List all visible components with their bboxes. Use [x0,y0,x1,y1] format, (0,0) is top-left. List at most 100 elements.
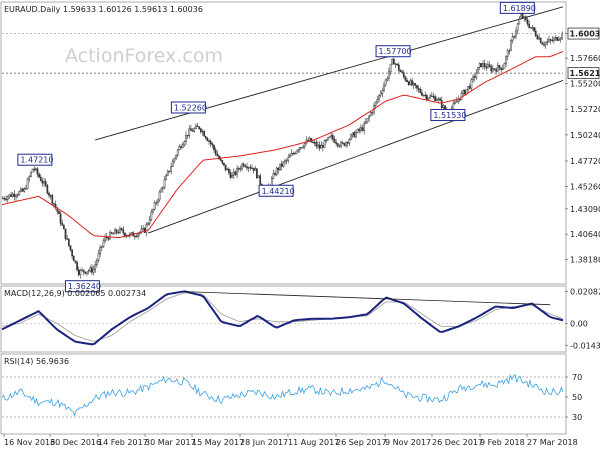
candle-body [355,132,357,138]
annotation-box [17,153,53,166]
macd-header-text: MACD(12,26,9) 0.002065 0.002734 [4,289,146,298]
candle-body [133,235,136,238]
macd-layer [1,290,564,346]
candle-body [473,76,476,78]
candle-body [119,228,121,233]
candle-body [130,232,133,235]
rsi-line [1,373,564,417]
candle-body [454,101,456,105]
candle-body [378,95,380,100]
candle-body [394,63,397,65]
annotation-box [64,280,100,293]
candle-body [477,66,479,74]
candle-body [340,142,342,147]
candle-body [495,69,498,72]
macd-tick-label: 0.00 [570,319,588,328]
candle-body [558,39,560,41]
candle-body [417,87,420,90]
candle-body [61,222,64,226]
candle-body [294,153,296,155]
candle-body [173,157,176,162]
candle-body [100,245,103,248]
candle-body [272,173,275,179]
candle-body [87,270,90,273]
candle-body [99,247,102,254]
candle-body [559,37,562,40]
moving-average-line [1,51,564,238]
candle-body [237,167,240,170]
candle-body [371,111,374,114]
candle-body [122,229,125,234]
candle-body [388,71,390,79]
candle-body [312,141,314,144]
candle-body [170,166,172,172]
candle-body [290,152,293,156]
channel-lower-line [148,80,564,234]
candle-body [178,146,181,151]
candle-body [531,27,534,29]
candle-body [493,68,496,70]
candle-body [81,269,83,272]
candle-body [43,181,45,184]
candle-body [213,145,215,150]
x-tick-label: 26 Sep 2017 [336,438,387,447]
candle-body [3,197,6,200]
current-price-label: 1.60036 [570,30,600,39]
candle-body [399,70,402,73]
candle-body [195,125,197,129]
candle-body [226,168,229,171]
candle-body [426,95,428,100]
candle-body [74,260,77,263]
candle-body [434,96,436,101]
candle-body [188,128,191,136]
candle-body [341,142,344,144]
candle-body [249,167,252,169]
price-tick-label: 1.45260 [570,182,600,191]
candle-body [109,232,111,240]
candle-body [506,50,509,57]
candle-body [246,166,248,169]
candle-body [69,245,72,251]
annotation-label: 1.36240 [68,282,101,291]
macd-tick-label: 0.020827 [570,288,600,297]
candle-body [190,128,192,131]
annotation-box [375,45,411,58]
price-tick-label: 1.57660 [570,54,600,63]
annotation-label: 1.51530 [433,111,466,120]
candle-body [279,163,281,171]
candle-body [33,168,36,171]
candle-body [526,19,529,25]
candle-body [518,18,521,25]
candle-body [166,170,169,176]
candle-body [323,140,326,148]
price-tick-label: 1.50240 [570,131,600,140]
candle-body [381,90,384,94]
candle-body [409,80,412,85]
price-level-box [567,67,600,80]
current-price-box [567,27,600,40]
candle-body [153,202,156,210]
candle-body [536,35,539,40]
rsi-tick-label: 30 [572,413,582,422]
candle-body [67,238,70,246]
candle-body [345,142,347,146]
rsi-layer [1,373,564,418]
candle-body [452,103,455,110]
candle-body [30,171,32,177]
candle-body [21,188,24,192]
candle-body [259,175,262,185]
candle-body [137,233,139,237]
candle-body [424,94,427,97]
candle-body [470,79,473,89]
annotation-label: 1.57700 [379,47,412,56]
candle-body [223,162,225,166]
price-tick-label: 1.55200 [570,80,600,89]
candle-body [191,130,194,132]
candle-body [360,127,362,131]
candle-body [209,141,212,144]
candle-body [325,139,328,142]
candle-body [196,125,199,128]
candle-body [440,100,443,109]
axis-layer: 1.60036 1.57660 1.55200 1.52720 1.50240 1.477… [3,27,600,447]
candle-body [175,154,177,159]
